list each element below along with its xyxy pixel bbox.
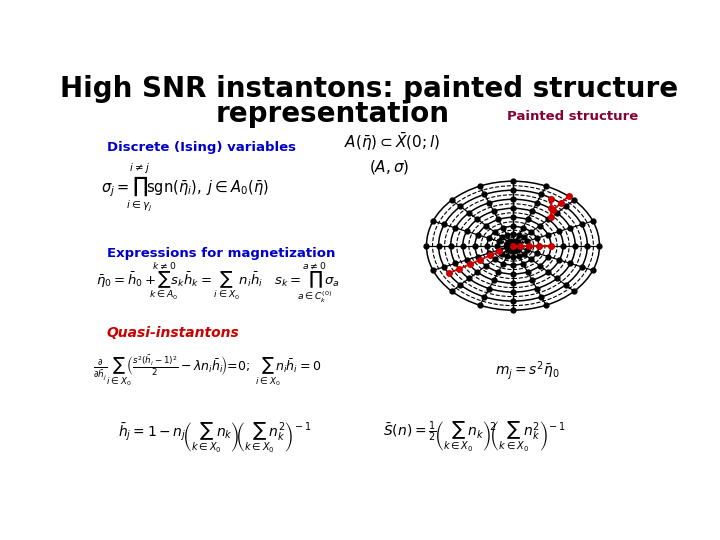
Text: High SNR instantons: painted structure: High SNR instantons: painted structure xyxy=(60,75,678,103)
Text: $\bar{S}(n)=\frac{1}{2}\!\left(\sum_{k \in X_0}\!\!n_k\right)^{\!2}\!\!\!\left(\: $\bar{S}(n)=\frac{1}{2}\!\left(\sum_{k \… xyxy=(383,420,566,455)
Text: Quasi-instantons: Quasi-instantons xyxy=(107,326,240,340)
Text: Painted structure: Painted structure xyxy=(507,110,639,123)
Text: $\bar{\eta}_0 = \bar{h}_0 + \!\!\!\!\sum_{k \in A_0}^{k \neq 0}\!\!\! s_k \bar{h: $\bar{\eta}_0 = \bar{h}_0 + \!\!\!\!\sum… xyxy=(96,261,340,305)
Text: $\sigma_j = \!\!\prod_{i \in \gamma_j}^{i \neq j}\!\! \mathrm{sgn}(\bar{\eta}_i): $\sigma_j = \!\!\prod_{i \in \gamma_j}^{… xyxy=(101,161,269,213)
Text: $\bar{h}_j = 1 - n_j\!\left(\sum_{k \in X_0}\!\!n_k\right)\!\!\left(\sum_{k \in : $\bar{h}_j = 1 - n_j\!\left(\sum_{k \in … xyxy=(118,420,312,454)
Text: $\frac{\partial}{\partial \bar{h}_j} \sum_{i \in X_0}\!\!\left(\frac{s^2(\bar{h}: $\frac{\partial}{\partial \bar{h}_j} \su… xyxy=(93,353,321,388)
Text: Expressions for magnetization: Expressions for magnetization xyxy=(107,247,335,260)
Text: $A(\bar{\eta}) \subset \bar{X}(0;l)$: $A(\bar{\eta}) \subset \bar{X}(0;l)$ xyxy=(344,131,441,153)
Text: $m_j = s^2\bar{\eta}_0$: $m_j = s^2\bar{\eta}_0$ xyxy=(495,359,559,382)
Text: representation: representation xyxy=(216,100,450,128)
Text: $(A,\sigma)$: $(A,\sigma)$ xyxy=(369,158,410,176)
Text: Discrete (Ising) variables: Discrete (Ising) variables xyxy=(107,141,296,154)
